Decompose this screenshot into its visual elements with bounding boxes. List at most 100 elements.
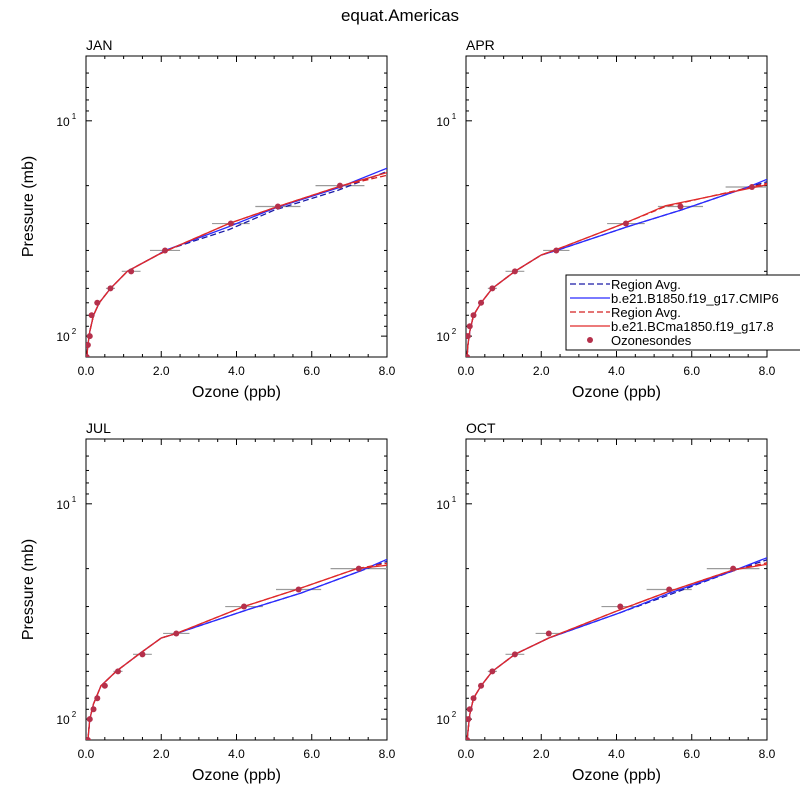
- x-tick-label: 4.0: [228, 364, 245, 378]
- series-line-blue-solid: [87, 558, 387, 740]
- obs-marker: [86, 333, 93, 340]
- x-tick-label: 8.0: [379, 747, 396, 761]
- obs-marker: [666, 586, 673, 593]
- y-tick-exponent: 2: [452, 710, 457, 719]
- obs-marker: [466, 323, 473, 330]
- legend: Region Avg.b.e21.B1850.f19_g17.CMIP6Regi…: [565, 274, 800, 351]
- legend-label: Region Avg.: [611, 277, 681, 292]
- legend-box: [565, 274, 800, 351]
- series-line-red-dash: [466, 562, 767, 740]
- series-line-blue-dash: [466, 559, 767, 740]
- y-tick-exponent: 1: [452, 112, 457, 121]
- y-tick-label: 10: [56, 498, 70, 512]
- y-axis-label: Pressure (mb): [20, 539, 37, 640]
- obs-marker: [730, 565, 737, 572]
- y-tick-exponent: 1: [452, 495, 457, 504]
- obs-marker: [489, 668, 496, 675]
- plot-frame: [85, 55, 388, 358]
- panel-title: JAN: [86, 37, 112, 53]
- x-tick-label: 2.0: [533, 747, 550, 761]
- obs-marker: [553, 247, 560, 254]
- obs-marker: [86, 737, 91, 740]
- obs-marker: [101, 682, 108, 689]
- series-line-red-solid: [86, 171, 387, 357]
- legend-label: Ozonesondes: [611, 333, 692, 348]
- y-tick-exponent: 2: [72, 710, 77, 719]
- y-tick-label: 10: [436, 713, 450, 727]
- series-line-blue-dash: [87, 560, 387, 740]
- obs-marker: [107, 285, 114, 292]
- obs-marker: [355, 565, 362, 572]
- series-line-red-solid: [87, 564, 387, 740]
- x-tick-label: 4.0: [608, 747, 625, 761]
- x-tick-label: 4.0: [228, 747, 245, 761]
- legend-label: b.e21.B1850.f19_g17.CMIP6: [611, 291, 779, 306]
- obs-marker: [227, 220, 234, 227]
- x-tick-label: 6.0: [303, 747, 320, 761]
- obs-marker: [677, 203, 684, 210]
- obs-marker: [114, 668, 121, 675]
- obs-marker: [511, 268, 518, 275]
- x-tick-label: 2.0: [153, 747, 170, 761]
- obs-marker: [86, 354, 90, 357]
- obs-marker: [241, 603, 248, 610]
- y-tick-label: 10: [436, 115, 450, 129]
- obs-marker: [94, 695, 101, 702]
- y-tick-label: 10: [56, 713, 70, 727]
- legend-label: b.e21.BCma1850.f19_g17.8: [611, 319, 774, 334]
- x-axis-label: Ozone (ppb): [572, 384, 661, 401]
- obs-marker: [545, 630, 552, 637]
- x-axis-label: Ozone (ppb): [192, 767, 281, 784]
- obs-marker: [86, 342, 91, 349]
- panel-title: JUL: [86, 420, 111, 436]
- x-axis-label: Ozone (ppb): [192, 384, 281, 401]
- obs-marker: [470, 312, 477, 319]
- obs-marker: [90, 706, 97, 713]
- figure-title: equat.Americas: [341, 6, 459, 25]
- obs-marker: [622, 220, 629, 227]
- y-axis-label: Pressure (mb): [20, 156, 37, 257]
- x-tick-label: 0.0: [78, 364, 95, 378]
- obs-marker: [478, 682, 485, 689]
- obs-marker: [466, 333, 471, 340]
- x-tick-label: 6.0: [303, 364, 320, 378]
- series-line-red-dash: [86, 174, 387, 357]
- y-tick-exponent: 1: [72, 495, 77, 504]
- x-tick-label: 8.0: [379, 364, 396, 378]
- obs-marker: [748, 184, 755, 191]
- obs-marker: [466, 354, 471, 357]
- x-tick-label: 4.0: [608, 364, 625, 378]
- x-axis-label: Ozone (ppb): [572, 767, 661, 784]
- obs-marker: [511, 651, 518, 658]
- x-tick-label: 6.0: [683, 747, 700, 761]
- panel-title: OCT: [466, 420, 496, 436]
- legend-label: Region Avg.: [611, 305, 681, 320]
- obs-marker: [617, 603, 624, 610]
- plot-frame: [465, 438, 768, 741]
- legend-marker: [587, 337, 593, 343]
- plot-area: [86, 558, 387, 740]
- obs-marker: [336, 182, 343, 189]
- obs-marker: [489, 285, 496, 292]
- y-tick-label: 10: [436, 330, 450, 344]
- series-line-blue-solid: [466, 557, 767, 740]
- obs-marker: [94, 299, 101, 306]
- series-line-red-dash: [87, 562, 387, 740]
- plot-area: [466, 178, 767, 357]
- x-tick-label: 0.0: [458, 747, 475, 761]
- y-tick-label: 10: [56, 330, 70, 344]
- x-tick-label: 6.0: [683, 364, 700, 378]
- obs-marker: [88, 312, 95, 319]
- obs-marker: [128, 268, 135, 275]
- x-tick-label: 0.0: [78, 747, 95, 761]
- obs-marker: [466, 737, 471, 740]
- obs-marker: [139, 651, 146, 658]
- plot-area: [86, 167, 387, 357]
- obs-marker: [162, 247, 169, 254]
